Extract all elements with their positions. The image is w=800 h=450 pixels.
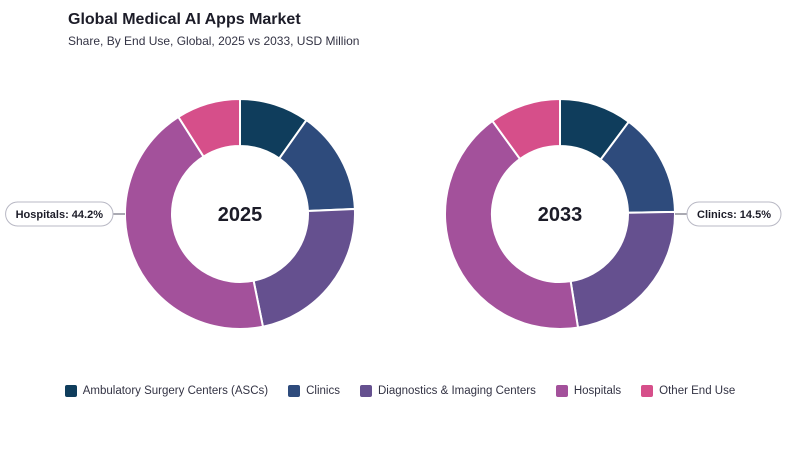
legend-label: Clinics bbox=[306, 385, 340, 397]
legend-item-hospitals[interactable]: Hospitals bbox=[555, 385, 622, 397]
legend-item-ascs[interactable]: Ambulatory Surgery Centers (ASCs) bbox=[64, 385, 269, 397]
legend-label: Diagnostics & Imaging Centers bbox=[377, 385, 536, 397]
slice-other-end-use-2033[interactable] bbox=[491, 97, 561, 161]
legend-label: Other End Use bbox=[659, 385, 736, 397]
slice-diagnostics-imaging-centers-2025[interactable] bbox=[252, 207, 356, 328]
callout-label: Hospitals: 44.2% bbox=[16, 209, 104, 221]
chart-subtitle: Share, By End Use, Global, 2025 vs 2033,… bbox=[68, 34, 360, 48]
callout-box bbox=[686, 201, 782, 227]
slice-other-end-use-2025[interactable] bbox=[176, 97, 241, 158]
slice-hospitals-2025[interactable] bbox=[124, 115, 265, 330]
slice-hospitals-2033[interactable] bbox=[444, 119, 580, 330]
legend-swatch bbox=[555, 385, 568, 397]
legend-label: Ambulatory Surgery Centers (ASCs) bbox=[82, 385, 269, 397]
legend-swatch bbox=[64, 385, 77, 397]
donut-center-label: 2033 bbox=[538, 204, 583, 226]
legend-item-clinics[interactable]: Clinics bbox=[288, 385, 340, 397]
legend-swatch bbox=[641, 385, 654, 397]
callout-box bbox=[5, 201, 114, 227]
chart-title: Global Medical AI Apps Market bbox=[68, 11, 301, 28]
legend-swatch bbox=[359, 385, 372, 397]
legend-item-other[interactable]: Other End Use bbox=[641, 385, 735, 397]
slice-diagnostics-imaging-centers-2033[interactable] bbox=[569, 210, 676, 329]
legend: Ambulatory Surgery Centers (ASCs) Clinic… bbox=[0, 385, 800, 397]
legend-label: Hospitals bbox=[573, 385, 622, 397]
callout-label: Clinics: 14.5% bbox=[697, 209, 771, 221]
legend-swatch bbox=[288, 385, 301, 397]
donut-center-label: 2025 bbox=[218, 204, 263, 226]
legend-item-diagnostics[interactable]: Diagnostics & Imaging Centers bbox=[359, 385, 536, 397]
